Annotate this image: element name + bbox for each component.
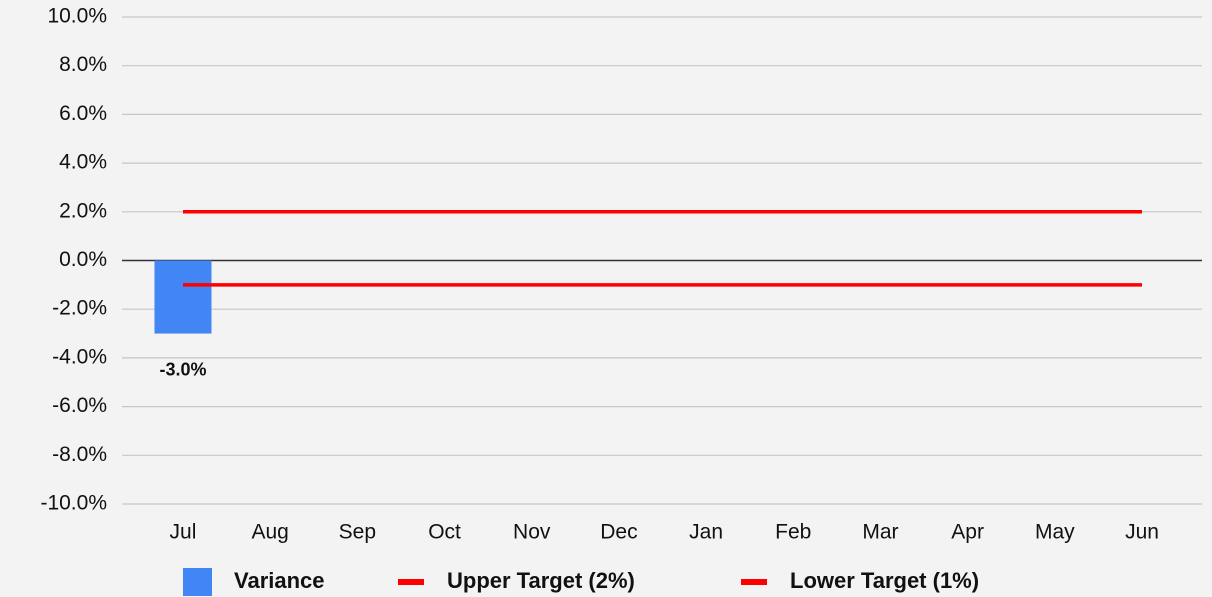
y-tick-label: 8.0%	[59, 53, 107, 76]
x-tick-label: Jun	[1125, 521, 1159, 544]
y-tick-label: 0.0%	[59, 248, 107, 271]
legend-label: Variance	[234, 568, 325, 593]
bar	[154, 260, 212, 334]
x-tick-label: Nov	[513, 521, 551, 544]
y-tick-label: -6.0%	[52, 394, 107, 417]
legend-label: Upper Target (2%)	[447, 568, 635, 593]
x-tick-label: Feb	[775, 521, 811, 544]
x-tick-label: Mar	[862, 521, 898, 544]
x-tick-label: Aug	[251, 521, 288, 544]
x-tick-label: Oct	[428, 521, 461, 544]
y-tick-label: 10.0%	[47, 5, 107, 28]
x-tick-label: Dec	[600, 521, 637, 544]
y-tick-label: -10.0%	[40, 492, 107, 515]
x-tick-label: May	[1035, 521, 1075, 544]
data-label: -3.0%	[159, 359, 206, 379]
legend-swatch	[398, 579, 424, 585]
x-tick-label: Sep	[339, 521, 376, 544]
x-tick-label: Jul	[170, 521, 197, 544]
y-tick-label: 2.0%	[59, 199, 107, 222]
legend-swatch	[741, 579, 767, 585]
y-tick-label: -2.0%	[52, 297, 107, 320]
x-tick-label: Apr	[951, 521, 984, 544]
y-tick-label: -4.0%	[52, 345, 107, 368]
y-tick-label: 6.0%	[59, 102, 107, 125]
y-tick-label: 4.0%	[59, 151, 107, 174]
legend-swatch	[183, 568, 212, 596]
x-tick-label: Jan	[689, 521, 723, 544]
legend-label: Lower Target (1%)	[790, 568, 979, 593]
y-tick-label: -8.0%	[52, 443, 107, 466]
